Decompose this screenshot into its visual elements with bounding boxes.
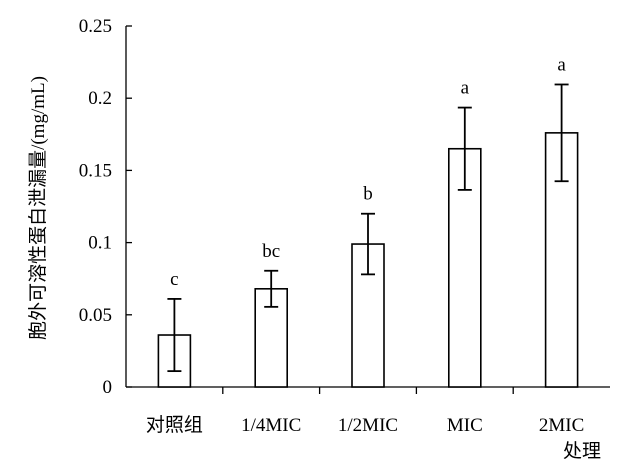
x-ticks <box>222 387 514 394</box>
category-label: 2MIC <box>539 415 584 436</box>
error-bars <box>167 83 569 373</box>
significance-label: a <box>461 78 470 99</box>
significance-label: bc <box>262 241 280 262</box>
y-tick-label: 0 <box>103 377 113 398</box>
y-axis-title: 胞外可溶性蛋白泄漏量/(mg/mL) <box>27 76 49 340</box>
y-ticks: 0 0.05 0.1 0.15 0.2 0.25 <box>79 16 132 398</box>
y-tick-label: 0.25 <box>79 16 112 37</box>
category-label: 1/2MIC <box>338 415 398 436</box>
category-label: MIC <box>447 415 483 436</box>
y-tick-label: 0.1 <box>88 233 112 254</box>
x-axis-title: 处理 <box>563 440 601 462</box>
significance-label: b <box>363 184 373 205</box>
category-labels: 对照组 1/4MIC 1/2MIC MIC 2MIC <box>146 414 584 436</box>
category-label: 对照组 <box>146 414 203 436</box>
significance-label: a <box>557 54 566 75</box>
y-tick-label: 0.05 <box>79 305 112 326</box>
significance-label: c <box>170 269 178 290</box>
y-tick-label: 0.15 <box>79 160 112 181</box>
significance-labels: c bc b a a <box>170 54 566 289</box>
category-label: 1/4MIC <box>241 415 301 436</box>
y-tick-label: 0.2 <box>88 88 112 109</box>
